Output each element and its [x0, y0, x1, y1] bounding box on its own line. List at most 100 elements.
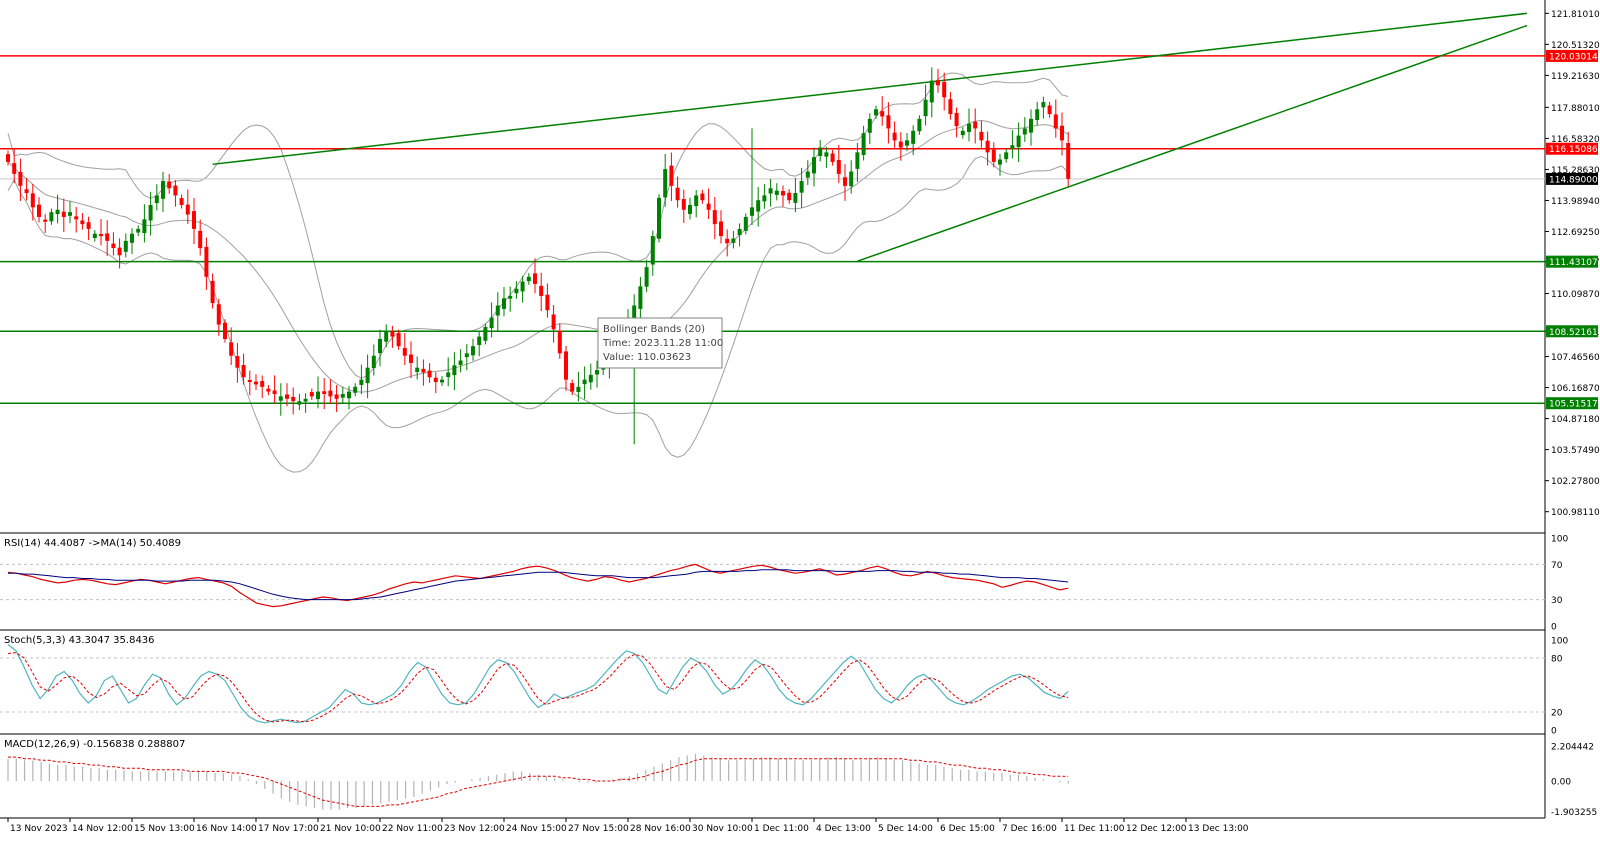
candle-body: [595, 370, 599, 375]
candle-body: [328, 390, 333, 397]
candle-body: [1010, 145, 1015, 149]
candle-body: [836, 160, 841, 174]
price-tick-label: 119.21630: [1551, 72, 1600, 82]
candle-body: [92, 233, 97, 239]
candle-body: [12, 163, 17, 174]
candle-body: [719, 221, 723, 237]
candle-body: [954, 112, 959, 127]
candle-body: [483, 327, 488, 341]
candle-body: [948, 99, 953, 115]
price-tick-label: 100.98110: [1551, 508, 1600, 518]
candle-body: [905, 140, 909, 146]
candle-body: [185, 204, 190, 215]
indicator-tick-label: 70: [1551, 561, 1563, 571]
time-tick-label: 6 Dec 15:00: [940, 824, 995, 834]
candle-body: [167, 181, 172, 189]
time-tick-label: 11 Dec 11:00: [1064, 824, 1125, 834]
candle-body: [843, 177, 847, 186]
price-tick-label: 116.58320: [1551, 135, 1600, 145]
candle-body: [74, 216, 79, 220]
resistance-price-tag: [1546, 49, 1598, 62]
bb-upper-line: [7, 72, 1069, 379]
price-tick-label: 107.46560: [1551, 353, 1600, 363]
indicator-tick-label: 100: [1551, 637, 1568, 647]
candle-body: [49, 212, 54, 222]
indicator-tick-label: -1.903255: [1551, 808, 1597, 818]
time-tick-label: 27 Nov 15:00: [568, 824, 629, 834]
candle-body: [650, 236, 655, 265]
candle-body: [359, 379, 364, 385]
candle-body: [638, 286, 643, 309]
candle-body: [502, 298, 506, 309]
candle-body: [657, 197, 661, 239]
price-tick-label: 103.57490: [1551, 446, 1600, 456]
candle-body: [371, 355, 376, 369]
time-tick-label: 1 Dec 11:00: [754, 824, 809, 834]
candle-body: [632, 305, 637, 321]
stoch-title: Stoch(5,3,3) 43.3047 35.8436: [4, 635, 155, 646]
support-price-tag: [1546, 325, 1598, 338]
rsi-line: [7, 563, 1069, 608]
candle-body: [520, 281, 525, 292]
candle-body: [272, 390, 277, 395]
time-tick-label: 14 Nov 12:00: [72, 824, 133, 834]
price-tick-label: 117.88010: [1551, 104, 1600, 114]
time-tick-label: 12 Dec 12:00: [1126, 824, 1187, 834]
price-tick-label: 121.81010: [1551, 10, 1600, 20]
candle-body: [285, 394, 289, 399]
candle-body: [241, 365, 246, 378]
candle-body: [390, 331, 395, 337]
candle-body: [533, 273, 537, 284]
candle-body: [967, 123, 971, 132]
price-tick-label: 115.28630: [1551, 166, 1600, 176]
candle-body: [433, 377, 438, 383]
candle-body: [427, 370, 432, 378]
candle-body: [731, 238, 736, 243]
candle-body: [1035, 109, 1040, 120]
price-tick-label: 113.98940: [1551, 197, 1600, 207]
time-tick-label: 4 Dec 13:00: [816, 824, 871, 834]
price-panel[interactable]: 121.81010 120.51320 119.21630 117.88010 116.…: [0, 10, 1600, 518]
candle-body: [30, 193, 35, 208]
candle-body: [99, 234, 103, 237]
macd-signal-line: [8, 756, 1069, 807]
candle-body: [700, 193, 705, 201]
indicator-tick-label: 0.00: [1551, 777, 1571, 787]
time-tick-label: 7 Dec 16:00: [1002, 824, 1057, 834]
candle-body: [204, 246, 209, 277]
candle-body: [365, 367, 370, 384]
candle-body: [508, 295, 513, 299]
candle-body: [297, 401, 302, 405]
support-price-tag: [1546, 255, 1598, 268]
candle-body: [582, 379, 587, 385]
price-tick-label: 104.87180: [1551, 415, 1600, 425]
candle-body: [68, 212, 72, 216]
candle-body: [762, 195, 767, 202]
candle-body: [787, 192, 792, 201]
price-tag-label: 116.15086: [1549, 145, 1598, 155]
candle-body: [18, 171, 23, 186]
tooltip-value: Value: 110.03623: [603, 352, 691, 363]
candle-body: [979, 131, 984, 141]
candle-body: [824, 152, 829, 157]
candle-body: [61, 211, 66, 217]
candle-body: [768, 188, 773, 194]
candle-body: [266, 388, 271, 392]
candle-body: [849, 171, 854, 187]
tooltip-time: Time: 2023.11.28 11:00: [602, 338, 723, 349]
candle-body: [402, 348, 407, 356]
candle-body: [576, 386, 581, 392]
candle-body: [588, 374, 593, 383]
macd-panel[interactable]: 2.204442 0.00 -1.903255 MACD(12,26,9) -0.1…: [4, 739, 1597, 818]
candle-body: [489, 317, 494, 329]
candle-body: [477, 336, 482, 346]
candle-body: [303, 398, 308, 402]
candle-body: [192, 211, 196, 229]
time-tick-label: 17 Nov 17:00: [258, 824, 319, 834]
stochastic-panel[interactable]: 100 80 20 0 Stoch(5,3,3) 43.3047 35.8436: [0, 635, 1568, 737]
candle-body: [936, 80, 940, 86]
trendline: [212, 12, 1528, 166]
rsi-panel[interactable]: 100 70 30 0 RSI(14) 44.4087 ->MA(14) 50.408…: [0, 535, 1568, 633]
